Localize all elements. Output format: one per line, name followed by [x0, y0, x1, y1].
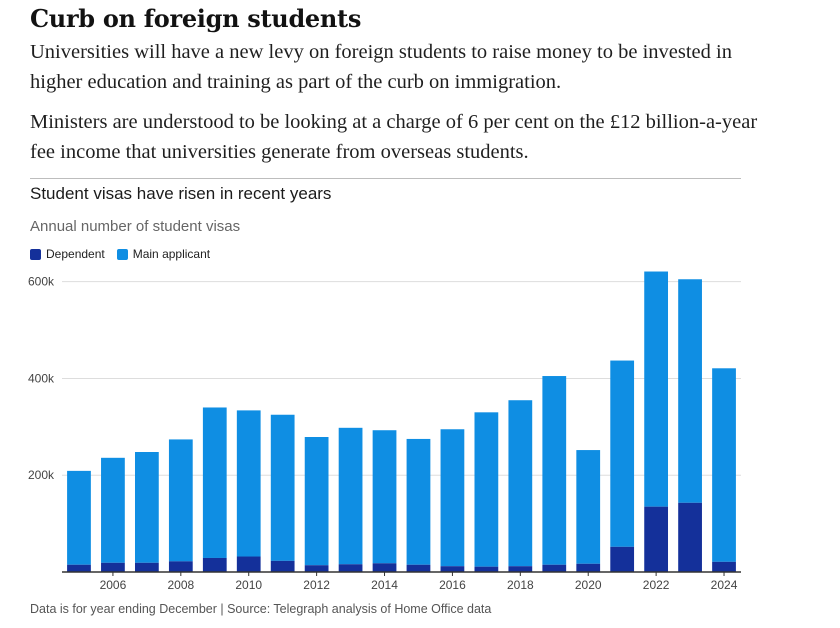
chart-legend: Dependent Main applicant [30, 246, 210, 262]
bar-main-applicant [610, 360, 635, 547]
bar-main-applicant [134, 452, 159, 563]
bar-dependent [406, 564, 431, 572]
standfirst-paragraph: Ministers are understood to be looking a… [30, 111, 758, 163]
bar-main-applicant [304, 437, 329, 566]
legend-item-main-applicant: Main applicant [116, 247, 211, 261]
bar-main-applicant [202, 407, 227, 558]
bar-main-applicant [168, 439, 193, 562]
bar-main-applicant [678, 279, 702, 503]
x-tick-label: 2020 [575, 578, 602, 592]
bar-dependent [304, 565, 329, 572]
bar-main-applicant [101, 457, 125, 563]
bar-main-applicant [338, 427, 363, 565]
bar-dependent [712, 561, 736, 572]
chart-source-note: Data is for year ending December | Sourc… [30, 602, 492, 616]
bar-main-applicant [270, 414, 295, 561]
bar-dependent [168, 561, 193, 572]
bar-dependent [202, 557, 227, 572]
bar-dependent [101, 562, 125, 572]
bar-main-applicant [440, 429, 465, 567]
bar-dependent [474, 566, 499, 572]
chart-title: Student visas have risen in recent years [30, 184, 332, 203]
x-tick-label: 2010 [235, 578, 262, 592]
bar-main-applicant [712, 368, 736, 562]
legend-label-main-applicant: Main applicant [132, 247, 211, 261]
x-tick-label: 2024 [711, 578, 738, 592]
x-tick-label: 2012 [303, 578, 330, 592]
bar-main-applicant [474, 412, 499, 567]
x-tick-label: 2014 [371, 578, 398, 592]
bar-dependent [576, 563, 601, 572]
bar-dependent [270, 560, 295, 572]
bar-dependent [542, 564, 567, 572]
x-tick-label: 2008 [167, 578, 194, 592]
x-tick-label: 2016 [439, 578, 466, 592]
bar-dependent [134, 562, 159, 572]
bar-main-applicant [372, 430, 397, 564]
bar-dependent [236, 556, 261, 572]
section-divider [30, 178, 741, 179]
bar-main-applicant [542, 376, 567, 565]
bar-dependent [610, 546, 635, 572]
y-tick-label: 200k [28, 468, 55, 482]
x-tick-label: 2022 [643, 578, 670, 592]
bar-main-applicant [644, 271, 669, 507]
bar-dependent [67, 564, 91, 572]
bar-dependent [678, 502, 702, 572]
legend-label-dependent: Dependent [46, 247, 105, 261]
stacked-bar-chart: 200k 400k 600k 2006 2008 2010 2012 2014 2016 2018… [28, 271, 741, 592]
bar-main-applicant [406, 438, 431, 565]
legend-swatch-dependent [30, 248, 41, 260]
legend-swatch-main-applicant [116, 248, 128, 260]
x-tick-label: 2018 [507, 578, 534, 592]
bar-main-applicant [508, 400, 533, 567]
bar-main-applicant [236, 410, 261, 557]
bar-dependent [372, 563, 397, 572]
chart-subtitle: Annual number of student visas [30, 218, 241, 235]
legend-item-dependent: Dependent [30, 247, 105, 261]
bar-dependent [440, 566, 465, 572]
bar-main-applicant [67, 470, 91, 565]
bar-dependent [338, 564, 363, 572]
bar-dependent [644, 506, 669, 572]
bar-main-applicant [576, 450, 601, 564]
headline: Curb on foreign students [30, 4, 362, 33]
bar-dependent [508, 566, 533, 572]
standfirst-paragraph: Universities will have a new levy on for… [30, 41, 732, 93]
y-tick-label: 400k [28, 371, 55, 385]
y-tick-label: 600k [28, 275, 55, 289]
x-tick-label: 2006 [100, 578, 127, 592]
